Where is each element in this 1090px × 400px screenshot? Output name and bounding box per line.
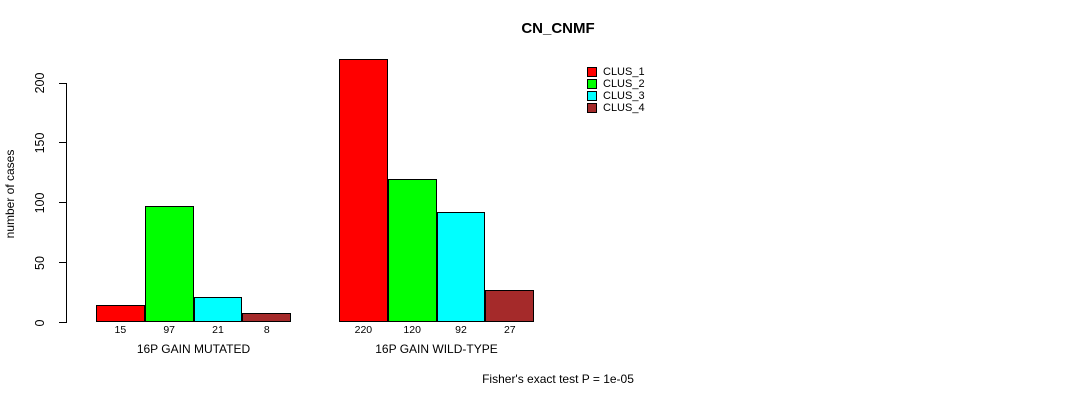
legend-swatch-clus1 (587, 67, 597, 77)
bar-clus_3-mutated (193, 297, 243, 323)
legend-swatch-clus4 (587, 103, 597, 113)
bar-value-label: 27 (503, 324, 516, 336)
legend-item-clus3: CLUS_3 (587, 90, 645, 102)
legend-label: CLUS_3 (603, 90, 645, 102)
legend: CLUS_1 CLUS_2 CLUS_3 CLUS_4 (587, 66, 645, 114)
y-tick-mark (59, 202, 66, 204)
bar-clus_3-wildtype (436, 212, 486, 323)
legend-label: CLUS_4 (603, 102, 645, 114)
bar-value-label: 97 (163, 324, 176, 336)
bar-value-label: 220 (354, 324, 373, 336)
legend-item-clus2: CLUS_2 (587, 78, 645, 90)
chart-title: CN_CNMF (521, 20, 595, 37)
y-tick-mark (59, 262, 66, 264)
y-tick-label: 100 (33, 192, 47, 214)
bar-value-label: 120 (403, 324, 421, 336)
annotation-text: Fisher's exact test P = 1e-05 (482, 372, 634, 386)
bar-clus_1-wildtype (339, 59, 388, 323)
bar-clus_4-wildtype (485, 290, 535, 323)
bar-clus_4-mutated (242, 312, 292, 323)
y-tick-label: 0 (33, 319, 47, 326)
legend-label: CLUS_1 (603, 66, 645, 78)
y-axis-label: number of cases (3, 149, 17, 239)
bar-clus_2-mutated (144, 206, 194, 323)
y-axis-line (66, 83, 67, 323)
legend-label: CLUS_2 (603, 78, 645, 90)
y-tick-mark (59, 82, 66, 84)
y-tick-label: 150 (33, 132, 47, 154)
y-tick-label: 200 (33, 72, 47, 94)
x-group-label-mutated: 16P GAIN MUTATED (136, 342, 251, 356)
bar-value-label: 92 (455, 324, 467, 336)
bar-value-label: 21 (212, 324, 224, 336)
y-tick-mark (59, 142, 66, 144)
legend-swatch-clus2 (587, 79, 597, 89)
bar-clus_2-wildtype (387, 178, 437, 323)
bar-value-label: 8 (263, 324, 270, 336)
x-group-label-wildtype: 16P GAIN WILD-TYPE (375, 342, 498, 356)
legend-item-clus1: CLUS_1 (587, 66, 645, 78)
bar-value-label: 15 (114, 324, 127, 336)
bar-clus_1-mutated (96, 304, 145, 323)
y-tick-label: 50 (33, 255, 47, 270)
legend-item-clus4: CLUS_4 (587, 102, 645, 114)
y-tick-mark (59, 322, 66, 323)
legend-swatch-clus3 (587, 91, 597, 101)
